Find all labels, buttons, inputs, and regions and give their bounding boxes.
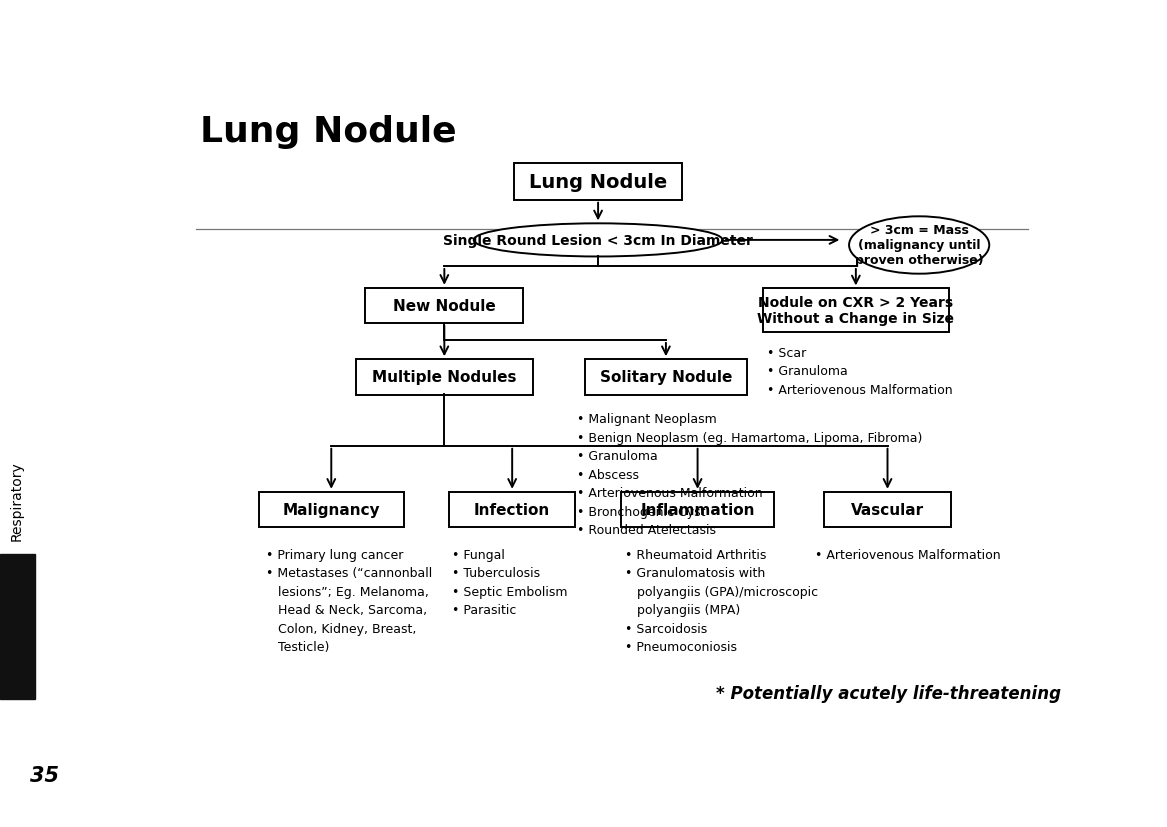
Text: New Nodule: New Nodule: [393, 299, 496, 313]
Text: Vascular: Vascular: [851, 503, 924, 518]
Text: 35: 35: [30, 765, 58, 785]
Ellipse shape: [850, 217, 990, 275]
Ellipse shape: [474, 224, 722, 257]
Text: • Fungal
• Tuberculosis
• Septic Embolism
• Parasitic: • Fungal • Tuberculosis • Septic Embolis…: [452, 548, 567, 617]
FancyBboxPatch shape: [515, 164, 682, 200]
Text: Lung Nodule: Lung Nodule: [201, 115, 456, 149]
FancyBboxPatch shape: [621, 492, 775, 528]
FancyBboxPatch shape: [365, 289, 524, 323]
Text: • Scar
• Granuloma
• Arteriovenous Malformation: • Scar • Granuloma • Arteriovenous Malfo…: [767, 347, 952, 396]
Text: Inflammation: Inflammation: [641, 503, 755, 518]
Text: • Primary lung cancer
• Metastases (“cannonball
   lesions”; Eg. Melanoma,
   He: • Primary lung cancer • Metastases (“can…: [266, 548, 433, 653]
Text: Respiratory: Respiratory: [9, 461, 23, 540]
Text: Multiple Nodules: Multiple Nodules: [372, 370, 517, 385]
Text: * Potentially acutely life-threatening: * Potentially acutely life-threatening: [715, 685, 1061, 702]
Text: • Arteriovenous Malformation: • Arteriovenous Malformation: [815, 548, 1001, 562]
FancyBboxPatch shape: [763, 289, 949, 332]
Text: > 3cm = Mass
(malignancy until
proven otherwise): > 3cm = Mass (malignancy until proven ot…: [855, 224, 984, 267]
Text: Lung Nodule: Lung Nodule: [529, 173, 668, 192]
Text: Solitary Nodule: Solitary Nodule: [600, 370, 732, 385]
FancyBboxPatch shape: [259, 492, 404, 528]
Text: Infection: Infection: [474, 503, 551, 518]
FancyBboxPatch shape: [356, 360, 532, 395]
Text: Malignancy: Malignancy: [282, 503, 380, 518]
FancyBboxPatch shape: [449, 492, 575, 528]
FancyBboxPatch shape: [585, 360, 747, 395]
Text: Single Round Lesion < 3cm In Diameter: Single Round Lesion < 3cm In Diameter: [443, 233, 753, 247]
Text: Nodule on CXR > 2 Years
Without a Change in Size: Nodule on CXR > 2 Years Without a Change…: [757, 295, 955, 326]
Text: • Rheumatoid Arthritis
• Granulomatosis with
   polyangiis (GPA)/microscopic
   : • Rheumatoid Arthritis • Granulomatosis …: [626, 548, 818, 653]
FancyBboxPatch shape: [824, 492, 951, 528]
Text: • Malignant Neoplasm
• Benign Neoplasm (eg. Hamartoma, Lipoma, Fibroma)
• Granul: • Malignant Neoplasm • Benign Neoplasm (…: [578, 413, 923, 537]
